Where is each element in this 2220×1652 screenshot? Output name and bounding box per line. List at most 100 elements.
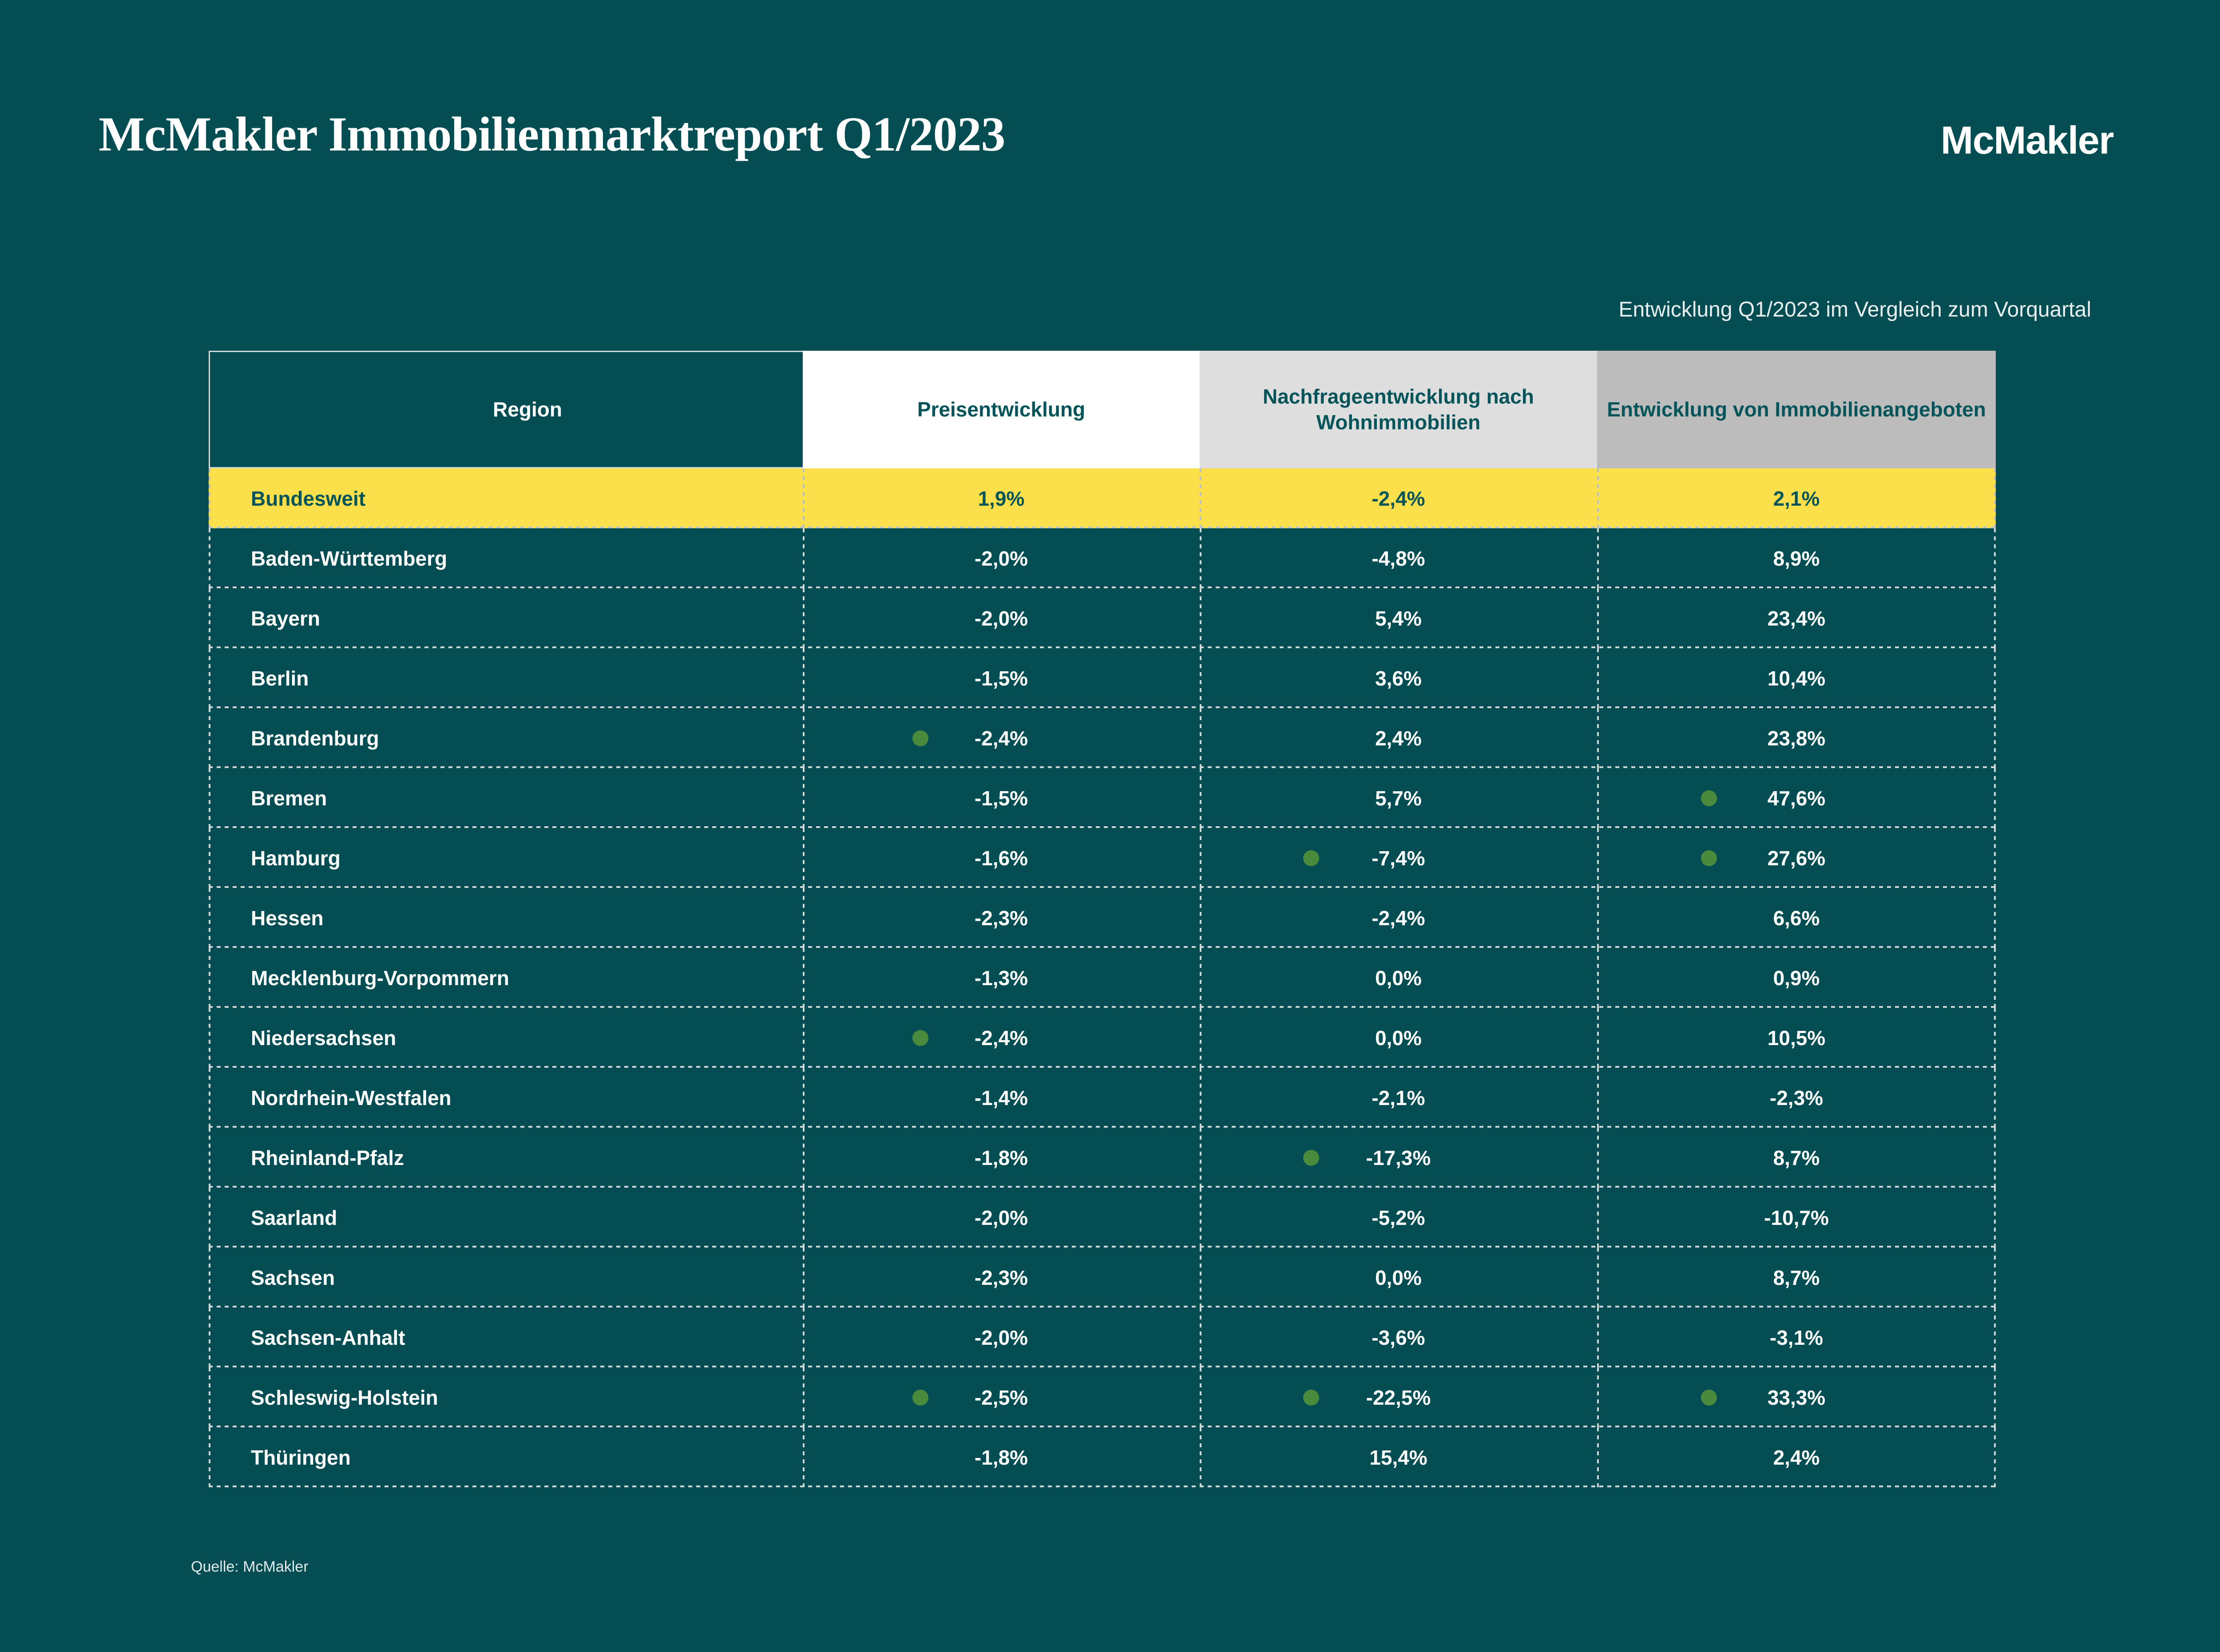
nachfrageentwicklung-value: -17,3% (1366, 1146, 1431, 1169)
value-wrapper: -1,3% (803, 966, 1200, 990)
cell-immobilienangebote: 6,6% (1597, 888, 1996, 948)
immobilienangebote-value: 23,8% (1767, 726, 1826, 750)
green-dot-icon (1303, 1149, 1319, 1166)
column-header-region: Region (209, 351, 803, 468)
table-row: Rheinland-Pfalz -1,8% -17,3% 8,7% (209, 1128, 1996, 1188)
cell-preisentwicklung: -2,0% (803, 528, 1200, 588)
cell-nachfrageentwicklung: -3,6% (1200, 1307, 1597, 1367)
value-wrapper: -2,3% (1597, 1086, 1996, 1110)
cell-immobilienangebote: 2,1% (1597, 468, 1996, 528)
value-wrapper: 1,9% (803, 487, 1200, 511)
region-label: Sachsen (251, 1266, 335, 1289)
cell-preisentwicklung: -1,6% (803, 828, 1200, 888)
region-label: Schleswig-Holstein (251, 1386, 438, 1409)
immobilienangebote-value: 8,7% (1773, 1266, 1820, 1289)
nachfrageentwicklung-value: -2,4% (1372, 487, 1425, 510)
table-row: Baden-Württemberg -2,0% -4,8% 8,9% (209, 528, 1996, 588)
cell-immobilienangebote: 8,9% (1597, 528, 1996, 588)
value-wrapper: 47,6% (1597, 786, 1996, 810)
table-row: Brandenburg -2,4% 2,4% 23,8% (209, 708, 1996, 768)
cell-nachfrageentwicklung: 5,7% (1200, 768, 1597, 828)
cell-preisentwicklung: -2,3% (803, 1248, 1200, 1307)
preisentwicklung-value: 1,9% (978, 487, 1025, 510)
nachfrageentwicklung-value: -5,2% (1372, 1206, 1425, 1229)
cell-nachfrageentwicklung: 15,4% (1200, 1427, 1597, 1487)
cell-preisentwicklung: 1,9% (803, 468, 1200, 528)
nachfrageentwicklung-value: 15,4% (1369, 1446, 1427, 1469)
cell-nachfrageentwicklung: -22,5% (1200, 1367, 1597, 1427)
cell-nachfrageentwicklung: -7,4% (1200, 828, 1597, 888)
value-wrapper: 15,4% (1200, 1446, 1597, 1470)
region-label: Brandenburg (251, 726, 379, 750)
value-wrapper: -2,3% (803, 1266, 1200, 1290)
region-label: Mecklenburg-Vorpommern (251, 966, 509, 990)
cell-nachfrageentwicklung: 3,6% (1200, 648, 1597, 708)
table-row: Berlin -1,5% 3,6% 10,4% (209, 648, 1996, 708)
table-row: Hessen -2,3% -2,4% 6,6% (209, 888, 1996, 948)
source-note: Quelle: McMakler (191, 1558, 309, 1575)
cell-nachfrageentwicklung: -4,8% (1200, 528, 1597, 588)
table-row: Bayern -2,0% 5,4% 23,4% (209, 588, 1996, 648)
table-subtitle: Entwicklung Q1/2023 im Vergleich zum Vor… (1618, 298, 2091, 321)
immobilienangebote-value: -2,3% (1769, 1086, 1824, 1109)
nachfrageentwicklung-value: 0,0% (1375, 1026, 1422, 1050)
immobilienangebote-value: -3,1% (1769, 1326, 1824, 1349)
preisentwicklung-value: -2,3% (974, 1266, 1028, 1289)
cell-immobilienangebote: -3,1% (1597, 1307, 1996, 1367)
table-body: Bundesweit 1,9% -2,4% 2,1% Baden-Württemberg… (209, 468, 1996, 1487)
column-header-preisentwicklung-label: Preisentwicklung (917, 397, 1086, 421)
value-wrapper: 5,7% (1200, 786, 1597, 810)
preisentwicklung-value: -2,0% (974, 547, 1028, 570)
value-wrapper: 10,5% (1597, 1026, 1996, 1050)
table-row: Sachsen-Anhalt -2,0% -3,6% -3,1% (209, 1307, 1996, 1367)
value-wrapper: 3,6% (1200, 666, 1597, 690)
cell-immobilienangebote: 23,4% (1597, 588, 1996, 648)
column-header-region-label: Region (493, 397, 562, 421)
preisentwicklung-value: -1,4% (974, 1086, 1028, 1109)
immobilienangebote-value: 33,3% (1767, 1386, 1826, 1409)
green-dot-icon (1701, 790, 1717, 806)
cell-immobilienangebote: 8,7% (1597, 1248, 1996, 1307)
value-wrapper: -1,8% (803, 1146, 1200, 1170)
table-row: Bundesweit 1,9% -2,4% 2,1% (209, 468, 1996, 528)
cell-preisentwicklung: -2,0% (803, 1188, 1200, 1248)
nachfrageentwicklung-value: -2,1% (1372, 1086, 1425, 1109)
cell-region: Hessen (209, 888, 803, 948)
preisentwicklung-value: -2,4% (974, 726, 1028, 750)
value-wrapper: 23,4% (1597, 606, 1996, 630)
cell-immobilienangebote: -10,7% (1597, 1188, 1996, 1248)
cell-nachfrageentwicklung: 2,4% (1200, 708, 1597, 768)
region-label: Hessen (251, 906, 324, 930)
nachfrageentwicklung-value: -4,8% (1372, 547, 1425, 570)
region-label: Saarland (251, 1206, 337, 1229)
immobilienangebote-value: -10,7% (1764, 1206, 1829, 1229)
value-wrapper: 0,0% (1200, 1026, 1597, 1050)
table-header-row: Region Preisentwicklung Nachfrageentwick… (209, 351, 1996, 468)
cell-immobilienangebote: -2,3% (1597, 1068, 1996, 1128)
value-wrapper: 5,4% (1200, 606, 1597, 630)
value-wrapper: -1,5% (803, 666, 1200, 690)
value-wrapper: -2,4% (1200, 906, 1597, 930)
cell-immobilienangebote: 0,9% (1597, 948, 1996, 1008)
cell-immobilienangebote: 10,4% (1597, 648, 1996, 708)
preisentwicklung-value: -2,3% (974, 906, 1028, 930)
value-wrapper: 6,6% (1597, 906, 1996, 930)
cell-preisentwicklung: -2,3% (803, 888, 1200, 948)
cell-region: Bremen (209, 768, 803, 828)
value-wrapper: -2,5% (803, 1386, 1200, 1410)
immobilienangebote-value: 47,6% (1767, 786, 1826, 810)
nachfrageentwicklung-value: 3,6% (1375, 666, 1422, 690)
cell-region: Baden-Württemberg (209, 528, 803, 588)
value-wrapper: 2,4% (1200, 726, 1597, 750)
table-row: Sachsen -2,3% 0,0% 8,7% (209, 1248, 1996, 1307)
green-dot-icon (912, 730, 928, 746)
cell-region: Berlin (209, 648, 803, 708)
preisentwicklung-value: -1,6% (974, 846, 1028, 870)
cell-immobilienangebote: 27,6% (1597, 828, 1996, 888)
cell-region: Sachsen-Anhalt (209, 1307, 803, 1367)
cell-preisentwicklung: -2,4% (803, 1008, 1200, 1068)
cell-nachfrageentwicklung: 0,0% (1200, 1248, 1597, 1307)
value-wrapper: -7,4% (1200, 846, 1597, 870)
value-wrapper: -5,2% (1200, 1206, 1597, 1230)
